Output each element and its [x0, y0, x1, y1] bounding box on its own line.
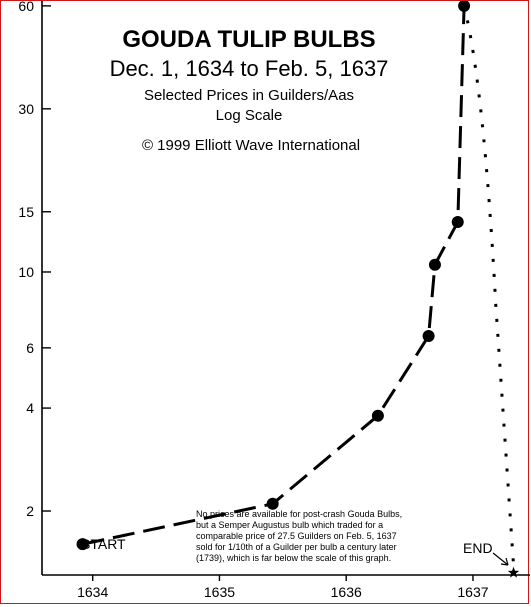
- data-point: [451, 216, 464, 229]
- end-label: END: [463, 540, 493, 556]
- chart-title: GOUDA TULIP BULBS: [122, 26, 375, 53]
- series-layer: [76, 1, 515, 565]
- crash-note-line-5: (1739), which is far below the scale of …: [196, 553, 391, 563]
- data-point: [428, 258, 441, 271]
- end-star: [507, 566, 520, 578]
- crash-line: [462, 5, 515, 565]
- y-tick-label: 60: [18, 1, 34, 14]
- end-arrow-head: [500, 557, 509, 566]
- y-tick-label: 4: [26, 400, 34, 416]
- x-tick-label: 1635: [204, 584, 235, 600]
- y-tick-label: 2: [26, 503, 34, 519]
- x-tick-label: 1636: [331, 584, 362, 600]
- data-point: [458, 1, 471, 12]
- crash-note-line-4: sold for 1/10th of a Guilder per bulb a …: [196, 542, 397, 552]
- crash-note: No prices are available for post-crash G…: [196, 509, 402, 563]
- end-star-marker: [507, 566, 520, 578]
- data-point: [76, 538, 89, 551]
- y-tick-label: 6: [26, 340, 34, 356]
- crash-note-line-2: but a Semper Augustus bulb which traded …: [196, 520, 383, 530]
- chart-subtitle: Dec. 1, 1634 to Feb. 5, 1637: [110, 56, 389, 81]
- data-point: [266, 497, 279, 510]
- data-point: [371, 409, 384, 422]
- y-tick-label: 10: [18, 264, 34, 280]
- y-axis-ticks: 2 4 6 10 15 30 60: [18, 1, 51, 519]
- x-axis-ticks: 1634 1635 1636 1637: [77, 575, 489, 600]
- y-tick-label: 30: [18, 101, 34, 117]
- chart-subtitle-prices: Selected Prices in Guilders/Aas: [144, 87, 354, 104]
- start-label: START: [81, 536, 126, 552]
- x-tick-label: 1637: [457, 584, 488, 600]
- x-tick-label: 1634: [77, 584, 108, 600]
- chart-copyright: © 1999 Elliott Wave International: [142, 137, 360, 154]
- crash-note-line-1: No prices are available for post-crash G…: [196, 509, 402, 519]
- crash-note-line-3: comparable price of 27.5 Guilders on Feb…: [196, 531, 397, 541]
- chart-scale-note: Log Scale: [216, 107, 283, 124]
- end-arrow: [492, 552, 509, 566]
- y-tick-label: 15: [18, 204, 34, 220]
- data-point: [422, 329, 435, 342]
